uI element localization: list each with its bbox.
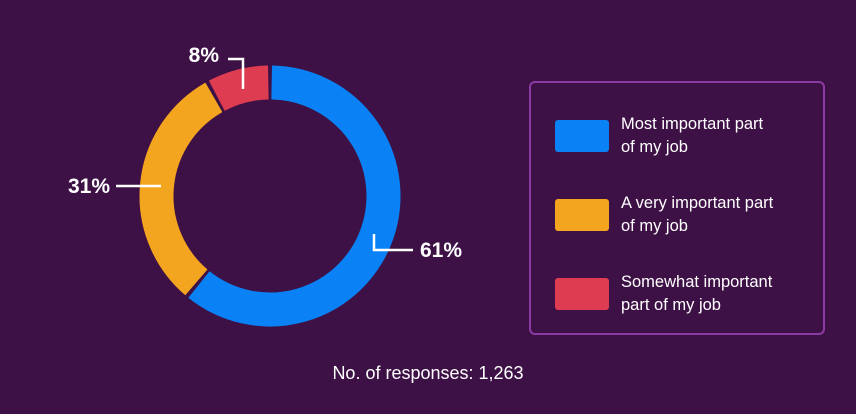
legend-label-line: Most important part [621,115,764,133]
label-61-percent: 61% [420,239,462,262]
legend-label: Somewhat important part of my job [621,271,821,317]
slice-very-important [139,82,223,296]
slice-somewhat-important [209,65,269,111]
legend-swatch-blue [555,120,609,152]
legend: Most important part of my job A very imp… [529,81,825,335]
legend-label: Most important part of my job [621,113,821,159]
leader-line [228,57,245,89]
legend-item-most-important: Most important part of my job [555,113,821,159]
legend-item-very-important: A very important part of my job [555,192,821,238]
legend-label: A very important part of my job [621,192,821,238]
legend-swatch-orange [555,199,609,231]
data-labels: 61% 31% 8% [68,44,462,262]
legend-label-line: part of my job [621,296,721,314]
legend-swatch-red [555,278,609,310]
label-8-percent: 8% [189,44,220,67]
label-31-percent: 31% [68,175,110,198]
legend-item-somewhat-important: Somewhat important part of my job [555,271,821,317]
donut-slices [139,65,401,327]
legend-label-line: of my job [621,138,688,156]
slice-most-important [188,65,401,327]
legend-label-line: of my job [621,217,688,235]
leader-line [372,234,413,252]
legend-label-line: Somewhat important [621,273,773,291]
legend-label-line: A very important part [621,194,774,212]
responses-count: No. of responses: 1,263 [332,363,524,383]
leader-lines [116,57,413,252]
donut-chart: 61% 31% 8% [68,44,462,327]
